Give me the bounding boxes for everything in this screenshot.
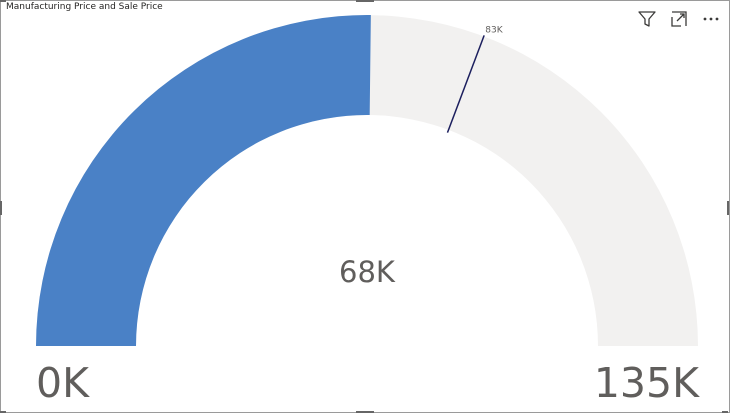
- resize-handle-bottom-right[interactable]: [722, 411, 728, 413]
- gauge-target-line: [446, 35, 485, 133]
- focus-mode-icon[interactable]: [669, 9, 689, 29]
- resize-handle-left[interactable]: [0, 201, 2, 215]
- gauge-value-label: 68K: [339, 255, 396, 289]
- visual-header-icons: [637, 9, 721, 29]
- resize-handle-top[interactable]: [356, 0, 374, 2]
- resize-handle-bottom-left[interactable]: [0, 411, 6, 413]
- gauge-max-label: 135K: [594, 359, 700, 407]
- resize-handle-bottom[interactable]: [356, 411, 374, 413]
- resize-handle-right[interactable]: [727, 201, 729, 215]
- more-options-icon[interactable]: [701, 9, 721, 29]
- gauge-value-fill: [36, 14, 371, 346]
- visual-title: Manufacturing Price and Sale Price: [6, 2, 163, 12]
- filter-icon[interactable]: [637, 9, 657, 29]
- gauge-target-label: 83K: [485, 26, 503, 36]
- gauge-min-label: 0K: [36, 359, 90, 407]
- resize-handle-top-left[interactable]: [0, 0, 6, 2]
